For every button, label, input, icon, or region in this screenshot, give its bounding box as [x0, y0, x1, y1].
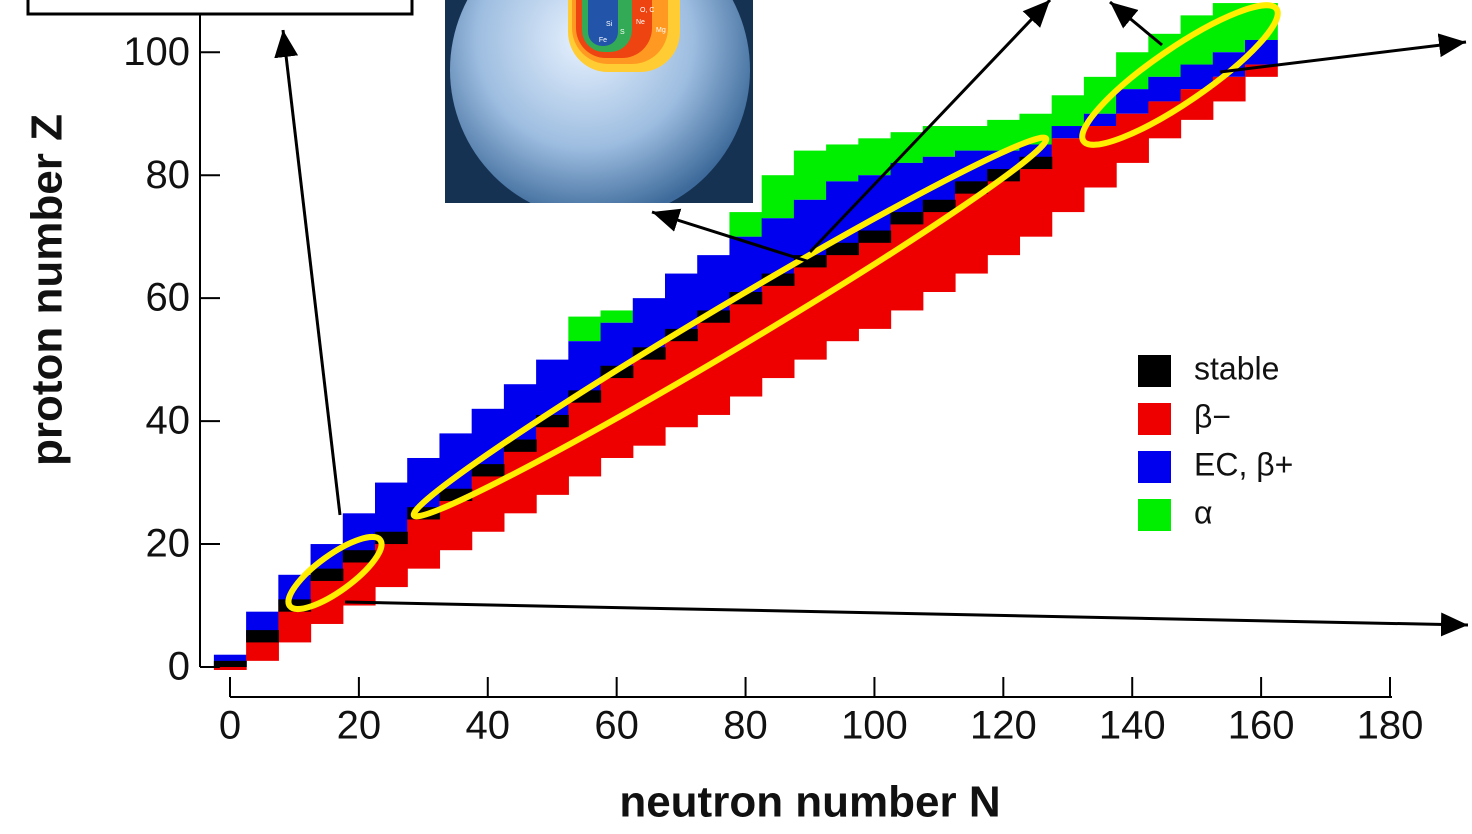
band-cell	[922, 199, 956, 213]
arrow	[808, 0, 1052, 254]
band-cell	[213, 660, 247, 667]
band-cell	[503, 439, 537, 452]
arrow	[1219, 33, 1467, 74]
band-cell	[858, 230, 892, 243]
layer-label: Mg	[656, 27, 666, 34]
band-cell	[375, 482, 408, 538]
band-cell	[407, 513, 441, 569]
band-cell	[568, 316, 602, 342]
legend-label: EC, β+	[1194, 446, 1293, 482]
band-cell	[793, 150, 827, 200]
band-cell	[729, 212, 763, 237]
layer	[588, 0, 618, 46]
x-tick-label: 140	[1099, 704, 1166, 748]
band-cell	[310, 568, 344, 581]
band-cell	[826, 144, 859, 182]
layer-label: Fe	[599, 37, 607, 44]
y-tick-label: 80	[146, 153, 191, 197]
layer-label: S	[620, 29, 625, 36]
layer-label: Si	[606, 21, 613, 28]
band-cell	[826, 248, 859, 342]
arrow	[1109, 0, 1163, 47]
y-tick-label: 0	[168, 645, 190, 689]
cropped-panel	[26, 0, 414, 16]
band-cell	[761, 175, 795, 219]
band-cell	[1019, 162, 1053, 237]
highlight-oval	[285, 534, 385, 612]
arrow	[651, 208, 811, 264]
x-tick-label: 40	[466, 704, 511, 748]
band-cell	[600, 310, 634, 323]
band-cell	[246, 630, 279, 643]
arrow	[344, 600, 1469, 637]
x-tick-label: 80	[723, 704, 768, 748]
band-cell	[858, 138, 892, 176]
highlight-oval	[410, 134, 1050, 520]
x-tick-label: 0	[219, 704, 241, 748]
band-cell	[213, 667, 247, 670]
band-cell	[471, 464, 505, 477]
x-tick-label: 20	[337, 704, 382, 748]
y-tick-label: 20	[146, 522, 191, 566]
layer-label: O, C	[640, 7, 654, 14]
band-cell	[858, 236, 892, 329]
band-cell	[1051, 138, 1085, 213]
arrow	[274, 29, 342, 516]
band-cell	[955, 126, 988, 151]
x-tick-label: 100	[841, 704, 908, 748]
legend: stable β− EC, β+ α	[1138, 350, 1293, 531]
band-cell	[890, 212, 924, 225]
x-tick-label: 60	[594, 704, 639, 748]
legend-label: β−	[1194, 398, 1231, 434]
legend-swatch	[1138, 403, 1171, 435]
band-cell	[890, 218, 924, 311]
legend-label: α	[1194, 494, 1213, 530]
x-tick-label: 160	[1228, 704, 1295, 748]
legend-swatch	[1138, 499, 1171, 531]
band-cell	[1051, 95, 1085, 127]
legend-swatch	[1138, 451, 1171, 483]
band-cell	[955, 181, 988, 194]
x-axis-label: neutron number N	[619, 778, 1000, 827]
band-cell	[1148, 76, 1182, 102]
band-cell	[1116, 89, 1149, 114]
band-cell	[1051, 126, 1085, 139]
highlight-oval	[1079, 2, 1281, 148]
band-cell	[826, 242, 859, 256]
x-tick-label: 120	[970, 704, 1037, 748]
star-inset	[445, 0, 753, 203]
y-tick-label: 40	[146, 399, 191, 443]
layer-label: Ne	[636, 19, 645, 26]
band-cell	[922, 126, 956, 157]
band-cell	[342, 550, 376, 563]
band-cell	[1083, 126, 1117, 188]
legend-swatch	[1138, 355, 1171, 387]
y-axis-label: proton number Z	[23, 114, 72, 466]
y-tick-label: 60	[146, 276, 191, 320]
legend-label: stable	[1194, 350, 1279, 386]
y-tick-label: 100	[123, 30, 190, 74]
x-tick-label: 180	[1357, 704, 1424, 748]
